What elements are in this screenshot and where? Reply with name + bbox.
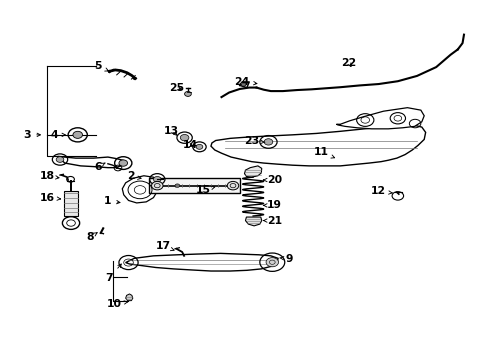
Text: 5: 5 [94, 62, 108, 71]
Polygon shape [125, 253, 278, 271]
Text: 16: 16 [40, 193, 61, 203]
Circle shape [265, 258, 278, 267]
Text: 25: 25 [168, 82, 183, 93]
Text: 10: 10 [106, 299, 127, 309]
Circle shape [175, 184, 180, 188]
Circle shape [227, 181, 238, 190]
Text: 23: 23 [244, 136, 264, 146]
Polygon shape [245, 217, 261, 226]
Circle shape [196, 144, 203, 149]
Polygon shape [244, 166, 261, 177]
Text: 2: 2 [126, 171, 141, 181]
Text: 1: 1 [104, 196, 120, 206]
Circle shape [56, 157, 64, 162]
Text: 24: 24 [234, 77, 256, 87]
Text: 9: 9 [279, 254, 292, 264]
Polygon shape [336, 108, 424, 129]
Circle shape [240, 82, 246, 86]
Text: 20: 20 [263, 175, 281, 185]
Polygon shape [64, 190, 78, 216]
Text: 21: 21 [263, 216, 281, 226]
Text: 8: 8 [86, 232, 97, 242]
Polygon shape [125, 294, 133, 301]
Polygon shape [210, 124, 425, 166]
Circle shape [151, 181, 163, 190]
Text: 22: 22 [341, 58, 356, 68]
Text: 7: 7 [105, 264, 121, 283]
Text: 3: 3 [23, 130, 41, 140]
Text: 6: 6 [94, 162, 105, 172]
Text: 12: 12 [370, 186, 391, 196]
Text: 4: 4 [51, 130, 65, 140]
Text: 14: 14 [183, 140, 198, 150]
Bar [148, 178, 239, 193]
Text: 17: 17 [155, 241, 174, 251]
Text: 11: 11 [313, 148, 334, 158]
Polygon shape [58, 156, 123, 168]
Circle shape [73, 131, 82, 138]
Circle shape [184, 91, 191, 96]
Text: 15: 15 [196, 185, 214, 195]
Text: 13: 13 [164, 126, 179, 136]
Circle shape [180, 135, 188, 141]
Text: 19: 19 [263, 201, 281, 210]
Circle shape [264, 139, 272, 145]
Circle shape [153, 176, 161, 182]
Polygon shape [122, 176, 159, 203]
Text: 18: 18 [40, 171, 59, 181]
Circle shape [119, 160, 127, 166]
